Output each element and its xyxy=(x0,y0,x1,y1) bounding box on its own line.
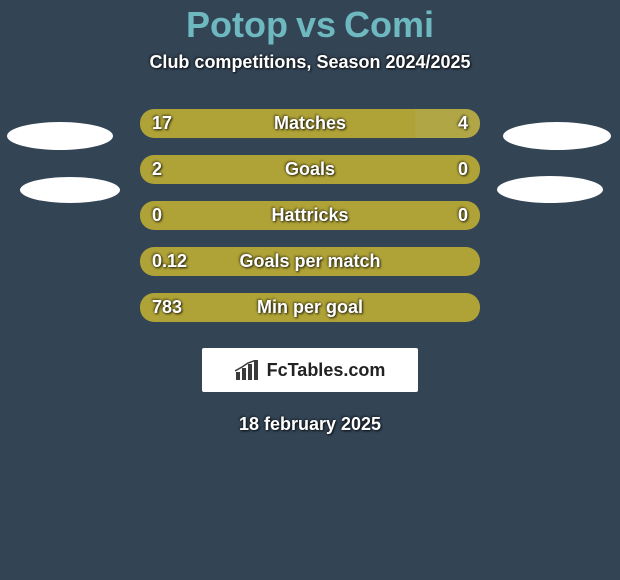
fctables-brand[interactable]: FcTables.com xyxy=(202,348,418,392)
player-left-name: Potop xyxy=(186,4,288,46)
stat-label: Min per goal xyxy=(140,293,480,322)
club-logo-placeholder xyxy=(7,122,113,150)
snapshot-date: 18 february 2025 xyxy=(0,414,620,435)
subtitle: Club competitions, Season 2024/2025 xyxy=(0,52,620,73)
stat-label: Matches xyxy=(140,109,480,138)
stat-label: Goals per match xyxy=(140,247,480,276)
stat-label: Goals xyxy=(140,155,480,184)
brand-text: FcTables.com xyxy=(267,360,386,381)
stat-row: 783Min per goal xyxy=(140,293,480,322)
player-right-name: Comi xyxy=(344,4,434,46)
vs-text: vs xyxy=(296,4,336,46)
club-logo-placeholder xyxy=(20,177,120,203)
stat-row: 0.12Goals per match xyxy=(140,247,480,276)
stat-row: 20Goals xyxy=(140,155,480,184)
comparison-title: PotopvsComi xyxy=(0,4,620,46)
stat-row: 00Hattricks xyxy=(140,201,480,230)
stat-row: 174Matches xyxy=(140,109,480,138)
stat-label: Hattricks xyxy=(140,201,480,230)
club-logo-placeholder xyxy=(503,122,611,150)
club-logo-placeholder xyxy=(497,176,603,203)
bar-chart-icon xyxy=(235,360,261,380)
